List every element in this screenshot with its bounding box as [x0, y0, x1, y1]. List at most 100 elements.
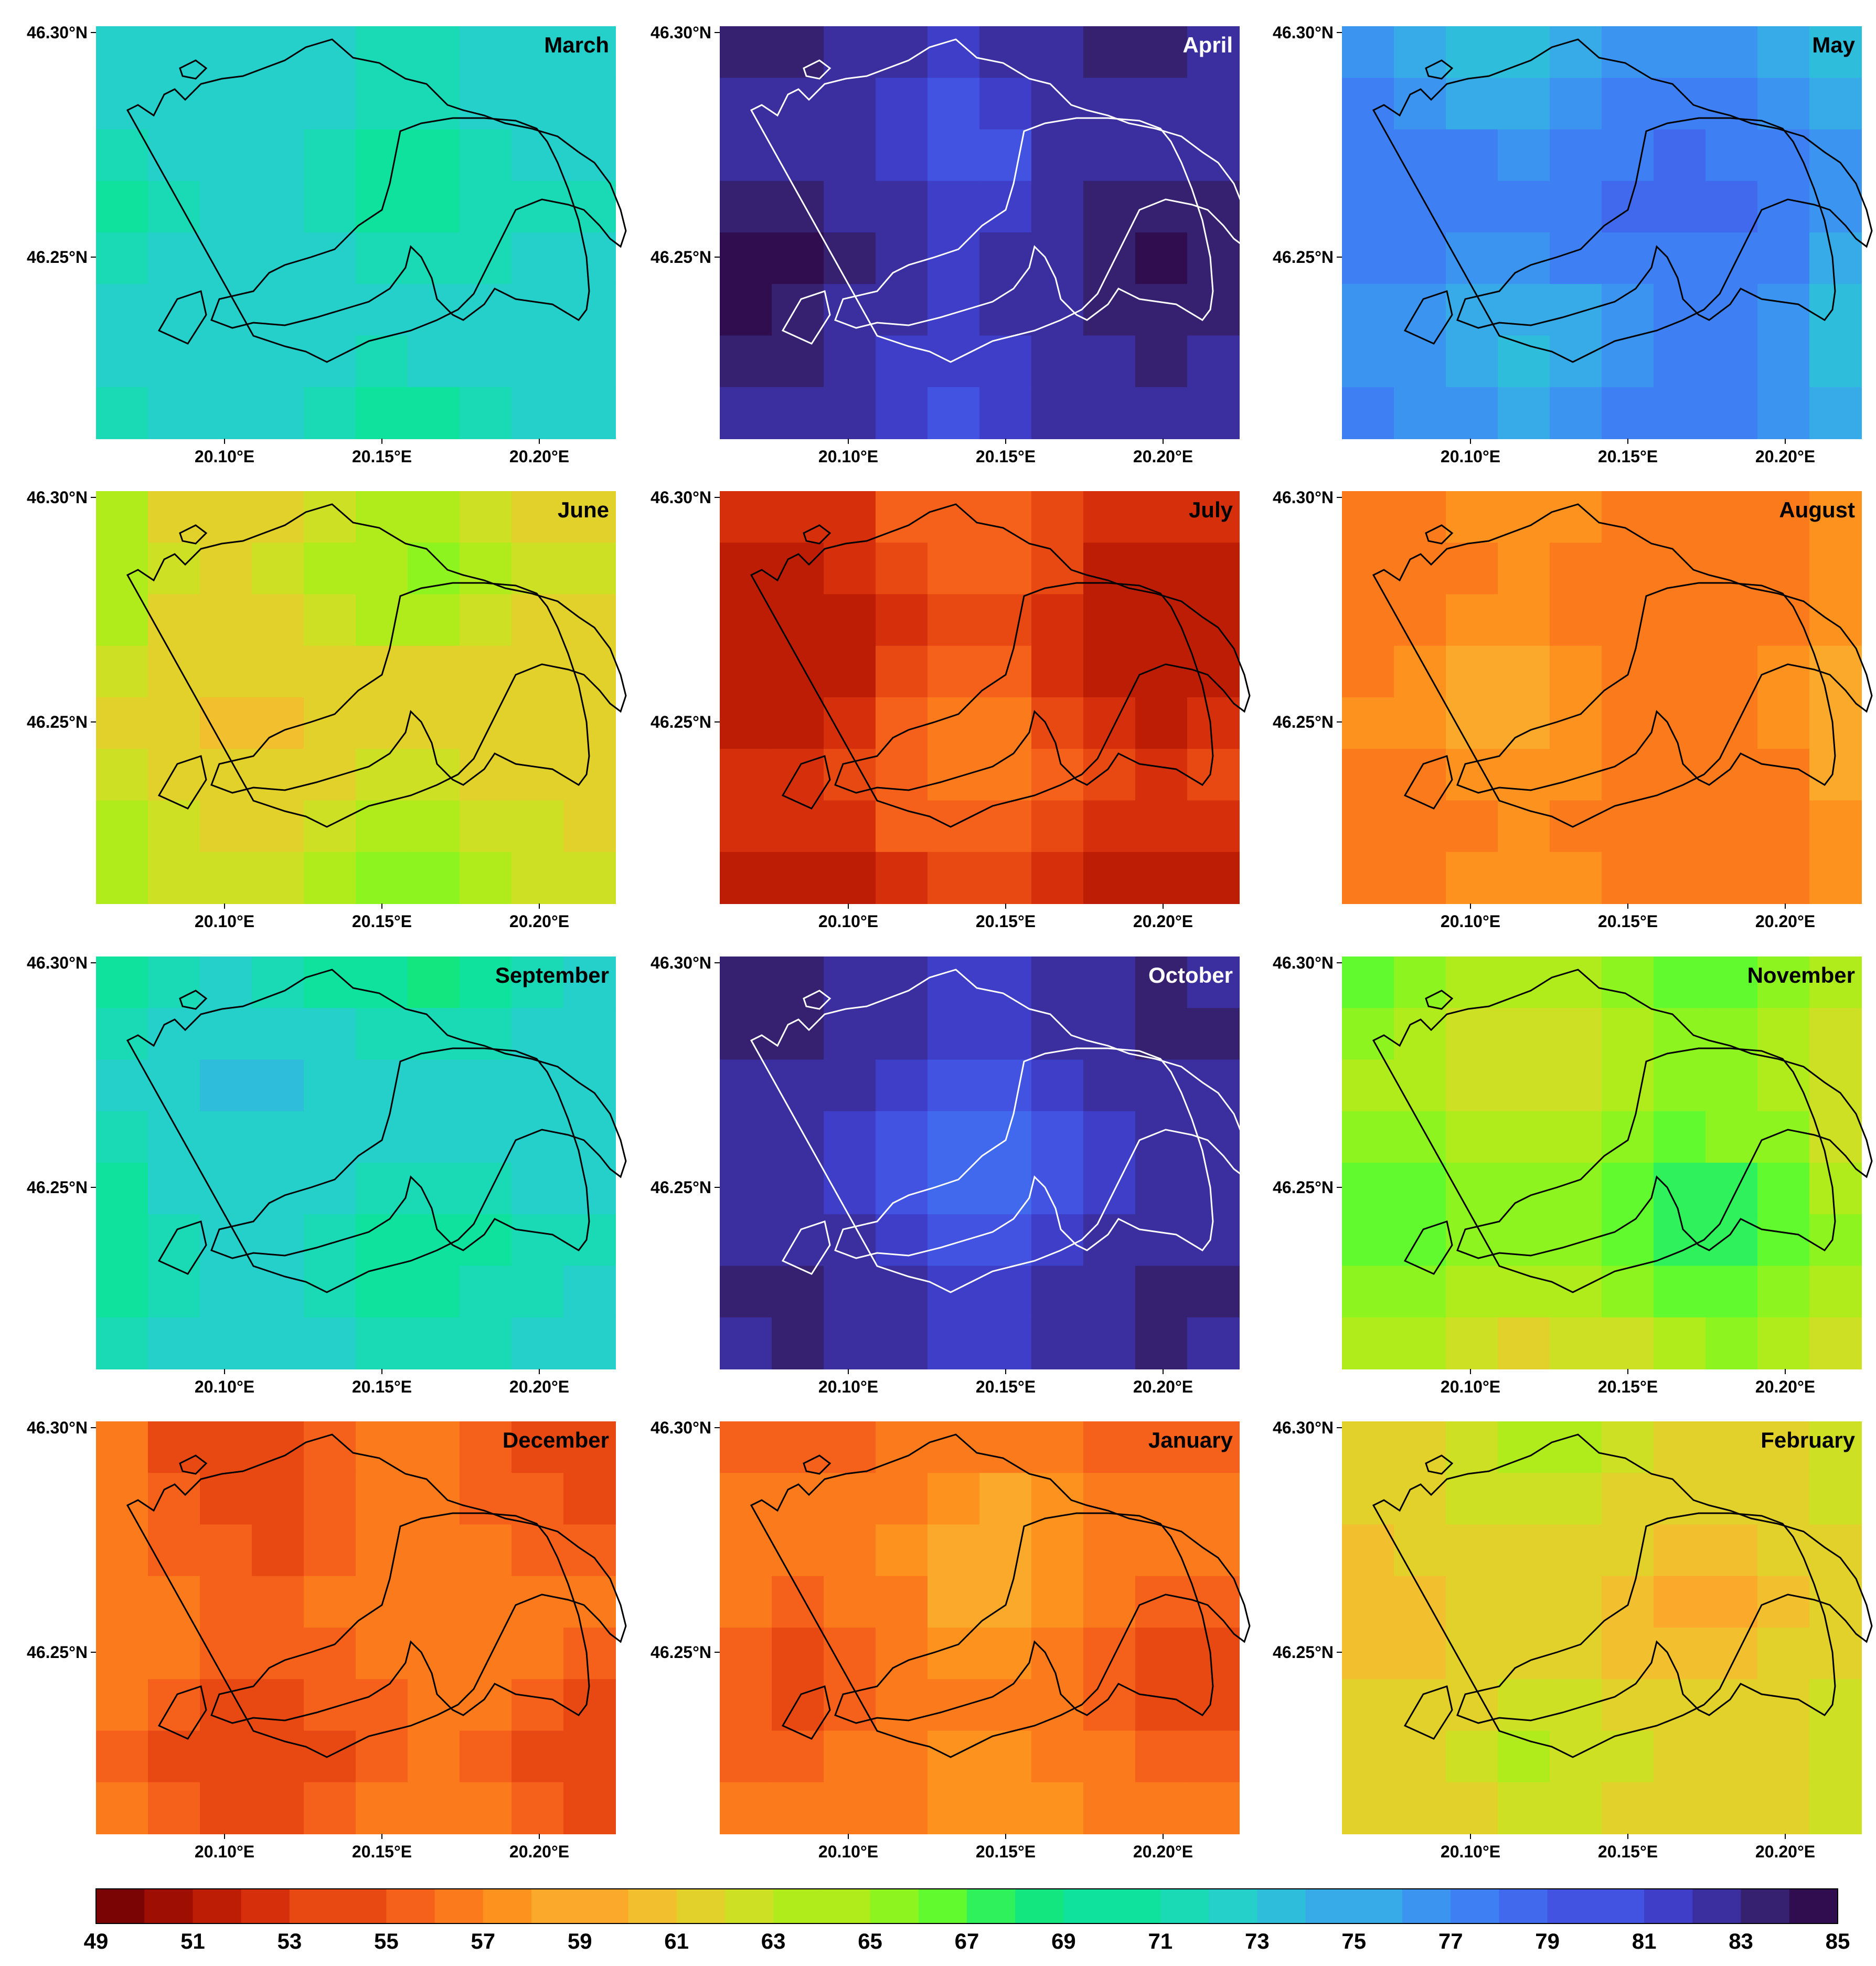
- raster-cell: [1498, 232, 1550, 285]
- lon-tick-label: 20.10°E: [1441, 1842, 1500, 1861]
- raster-cell: [1342, 1421, 1394, 1474]
- raster-cell: [96, 1576, 148, 1628]
- raster-cell: [356, 284, 408, 336]
- city-boundary-outline: [126, 969, 627, 1293]
- raster-cell: [1083, 645, 1136, 698]
- raster-cell: [824, 1473, 876, 1525]
- raster-cell: [408, 800, 460, 853]
- raster-cell: [511, 749, 564, 801]
- raster-cell: [876, 1473, 928, 1525]
- raster-cell: [460, 1317, 512, 1369]
- raster-cell: [1809, 180, 1862, 233]
- raster-cell: [356, 1317, 408, 1369]
- colorbar-swatch: [1209, 1889, 1258, 1924]
- raster-cell: [356, 1059, 408, 1112]
- raster-cell: [1706, 387, 1758, 439]
- raster-cell: [1135, 491, 1188, 544]
- raster-cell: [1342, 1266, 1394, 1318]
- raster-cell: [1602, 1214, 1654, 1267]
- colorbar-tick-label: 61: [664, 1929, 689, 1953]
- raster-cell: [928, 1008, 980, 1060]
- raster-cell: [1394, 26, 1446, 79]
- raster-cell: [1135, 335, 1188, 388]
- raster-cell: [1706, 1111, 1758, 1163]
- raster-cell: [460, 1730, 512, 1783]
- raster-cell: [1187, 1730, 1240, 1783]
- raster-cell: [1706, 1730, 1758, 1783]
- raster-cell: [979, 957, 1032, 1009]
- raster-cell: [1757, 1782, 1810, 1834]
- raster-field: [720, 957, 1240, 1369]
- raster-cell: [1602, 852, 1654, 904]
- raster-cell: [1031, 1679, 1084, 1731]
- raster-cell: [1809, 78, 1862, 130]
- raster-cell: [148, 697, 200, 750]
- raster-cell: [1706, 800, 1758, 853]
- raster-cell: [1031, 335, 1084, 388]
- raster-cell: [1498, 1679, 1550, 1731]
- raster-cell: [979, 1266, 1032, 1318]
- raster-cell: [356, 232, 408, 285]
- raster-cell: [96, 749, 148, 801]
- raster-cell: [1135, 1679, 1188, 1731]
- raster-cell: [1757, 78, 1810, 130]
- raster-cell: [563, 800, 616, 853]
- raster-cell: [511, 1421, 564, 1474]
- lat-tick-label: 46.30°N: [651, 488, 711, 507]
- raster-cell: [1342, 1111, 1394, 1163]
- raster-cell: [876, 1679, 928, 1731]
- raster-cell: [460, 852, 512, 904]
- lon-tick-label: 20.20°E: [509, 912, 569, 931]
- raster-cell: [96, 78, 148, 130]
- raster-cell: [772, 1421, 824, 1474]
- raster-cell: [720, 1421, 772, 1474]
- raster-cell: [1187, 1163, 1240, 1215]
- raster-cell: [1083, 1163, 1136, 1215]
- raster-cell: [720, 1730, 772, 1783]
- raster-cell: [511, 284, 564, 336]
- lat-tick-label: 46.25°N: [1273, 713, 1334, 731]
- colorbar-tick-label: 71: [1148, 1929, 1173, 1953]
- raster-cell: [1031, 749, 1084, 801]
- raster-cell: [1446, 1317, 1498, 1369]
- raster-cell: [720, 284, 772, 336]
- colorbar-tick-label: 81: [1632, 1929, 1657, 1953]
- raster-cell: [1394, 1730, 1446, 1783]
- raster-cell: [876, 180, 928, 233]
- colorbar-swatch: [241, 1889, 290, 1924]
- raster-cell: [96, 1059, 148, 1112]
- raster-cell: [1757, 284, 1810, 336]
- lat-tick-label: 46.30°N: [651, 23, 711, 42]
- raster-cell: [1187, 800, 1240, 853]
- raster-cell: [356, 491, 408, 544]
- raster-cell: [96, 1679, 148, 1731]
- raster-cell: [1757, 1266, 1810, 1318]
- raster-cell: [1706, 26, 1758, 79]
- city-boundary-outline: [1372, 1433, 1873, 1758]
- raster-cell: [1757, 180, 1810, 233]
- lon-tick-label: 20.10°E: [818, 1842, 878, 1861]
- raster-cell: [772, 800, 824, 853]
- raster-cell: [252, 749, 304, 801]
- raster-cell: [356, 645, 408, 698]
- raster-cell: [1602, 1473, 1654, 1525]
- raster-cell: [1550, 387, 1602, 439]
- raster-cell: [200, 1628, 252, 1680]
- colorbar-swatch: [1160, 1889, 1210, 1924]
- raster-cell: [96, 852, 148, 904]
- raster-cell: [772, 1473, 824, 1525]
- raster-cell: [1342, 26, 1394, 79]
- raster-cell: [1809, 26, 1862, 79]
- raster-cell: [928, 1163, 980, 1215]
- raster-cell: [460, 1163, 512, 1215]
- raster-cell: [460, 1628, 512, 1680]
- raster-cell: [1083, 1782, 1136, 1834]
- raster-cell: [1446, 645, 1498, 698]
- raster-cell: [824, 180, 876, 233]
- raster-cell: [1446, 78, 1498, 130]
- raster-cell: [1809, 645, 1862, 698]
- raster-cell: [1550, 1163, 1602, 1215]
- raster-cell: [1757, 1111, 1810, 1163]
- raster-cell: [824, 1008, 876, 1060]
- raster-cell: [1498, 645, 1550, 698]
